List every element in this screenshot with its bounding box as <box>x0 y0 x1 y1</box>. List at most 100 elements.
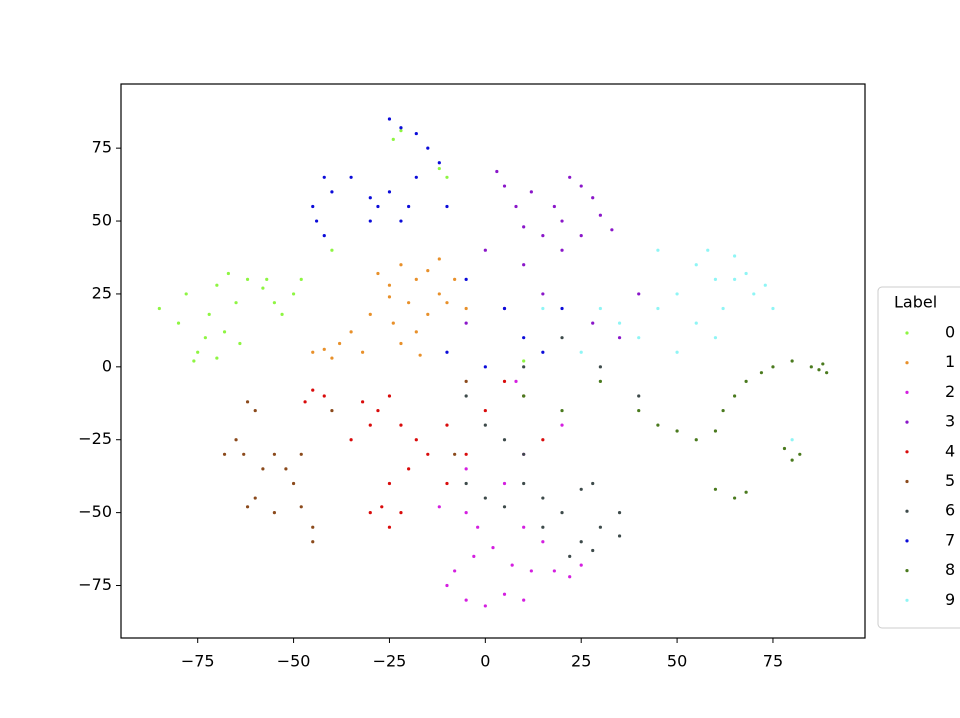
point <box>502 379 507 384</box>
point <box>483 365 487 369</box>
point <box>399 129 403 133</box>
point <box>502 505 507 509</box>
point <box>721 408 725 413</box>
point <box>399 511 403 515</box>
point <box>502 592 507 596</box>
point <box>299 452 303 456</box>
point <box>253 496 257 500</box>
legend-label: 6 <box>945 501 955 520</box>
point <box>790 458 794 462</box>
point <box>541 234 545 238</box>
x-tick-label: 0 <box>480 652 490 671</box>
point <box>522 525 526 529</box>
point <box>426 452 430 456</box>
point <box>330 356 334 360</box>
point <box>222 330 227 334</box>
point <box>222 452 227 456</box>
point <box>579 350 583 354</box>
point <box>541 350 545 354</box>
point <box>368 219 372 223</box>
point <box>771 365 775 369</box>
point <box>426 269 430 273</box>
point <box>476 525 480 529</box>
point <box>733 496 737 500</box>
point <box>226 271 230 276</box>
point <box>387 295 392 299</box>
legend-label: 2 <box>945 382 955 401</box>
point <box>380 505 384 509</box>
point <box>598 213 602 217</box>
point <box>529 569 533 573</box>
point <box>291 292 296 296</box>
point <box>399 423 403 427</box>
point <box>522 359 526 363</box>
legend-marker <box>905 361 909 365</box>
point <box>464 306 468 311</box>
point <box>368 196 372 200</box>
point <box>203 336 207 340</box>
point <box>361 400 365 404</box>
point <box>579 540 583 544</box>
point <box>495 169 499 174</box>
point <box>675 292 679 296</box>
point <box>817 368 821 372</box>
legend-marker <box>905 509 909 513</box>
point <box>414 277 418 281</box>
point <box>529 190 533 194</box>
point <box>445 204 449 209</box>
point <box>299 505 303 509</box>
x-tick-label: 25 <box>571 652 591 671</box>
y-tick-label: 75 <box>92 138 112 157</box>
y-tick-label: 0 <box>102 356 112 375</box>
point <box>763 283 767 287</box>
point <box>453 569 457 573</box>
point <box>464 277 468 281</box>
point <box>261 286 265 290</box>
point <box>502 438 507 442</box>
point <box>464 467 468 471</box>
point <box>552 569 556 573</box>
legend-title: Label <box>894 293 937 312</box>
point <box>579 563 583 567</box>
point <box>522 394 526 398</box>
point <box>591 196 595 200</box>
point <box>782 446 787 451</box>
point <box>387 394 392 398</box>
x-tick-label: −50 <box>277 652 311 671</box>
point <box>637 394 641 398</box>
point <box>445 481 449 486</box>
legend-label: 8 <box>945 560 955 579</box>
point <box>368 511 372 515</box>
point <box>376 408 380 413</box>
point <box>238 341 242 346</box>
point <box>311 350 315 354</box>
point <box>464 511 468 515</box>
point <box>591 481 595 486</box>
point <box>637 292 641 296</box>
point <box>617 321 622 325</box>
point <box>387 525 392 529</box>
point <box>579 234 583 238</box>
point <box>368 312 372 316</box>
point <box>656 423 660 427</box>
point <box>426 312 430 316</box>
point <box>245 505 250 509</box>
point <box>330 408 334 413</box>
y-tick-label: 25 <box>92 283 112 302</box>
point <box>617 336 622 340</box>
point <box>414 438 418 442</box>
legend-marker <box>905 598 909 602</box>
point <box>721 306 725 311</box>
point <box>579 184 583 188</box>
y-tick-label: 50 <box>92 211 112 230</box>
point <box>376 271 380 276</box>
point <box>242 452 246 456</box>
point <box>541 306 545 311</box>
point <box>387 117 392 121</box>
point <box>713 429 718 433</box>
point <box>311 388 315 392</box>
point <box>387 283 392 287</box>
point <box>617 511 622 515</box>
point <box>387 190 392 194</box>
point <box>445 301 449 305</box>
